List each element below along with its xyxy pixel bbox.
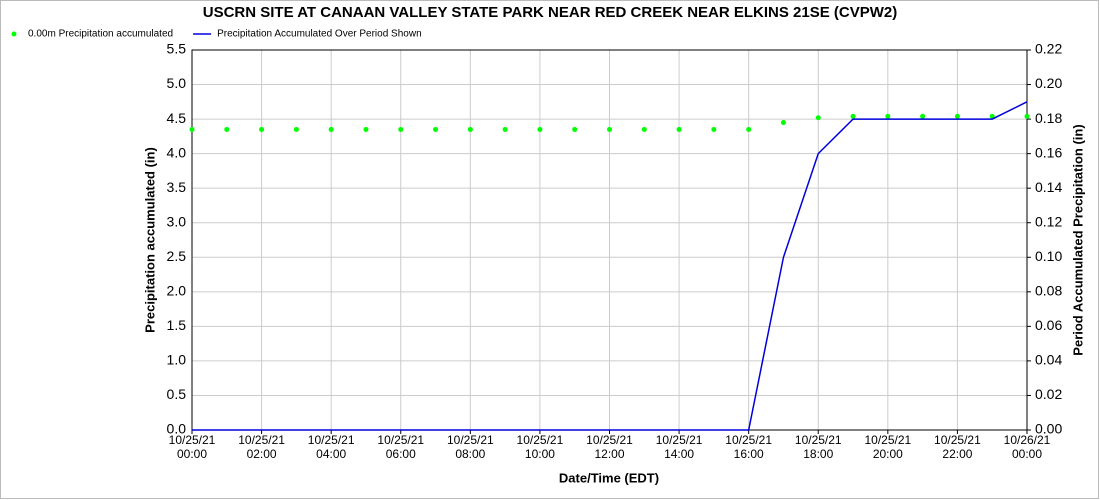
y2-axis-title: Period Accumulated Precipitation (in) bbox=[1070, 124, 1085, 355]
data-point bbox=[920, 113, 926, 119]
data-point bbox=[850, 113, 856, 119]
legend-label: 0.00m Precipitation accumulated bbox=[28, 29, 173, 40]
x-tick-label: 10/25/21 bbox=[169, 433, 216, 447]
x-tick-label: 00:00 bbox=[177, 447, 207, 461]
x-tick-label: 22:00 bbox=[942, 447, 972, 461]
y2-tick-label: 0.00 bbox=[1035, 421, 1062, 437]
data-point bbox=[259, 126, 265, 132]
data-point bbox=[607, 126, 612, 132]
series-line bbox=[192, 101, 1028, 431]
data-point bbox=[746, 126, 752, 132]
y-tick-label: 0.5 bbox=[167, 386, 187, 402]
y2-tick-label: 0.04 bbox=[1035, 352, 1062, 368]
legend-label: Precipitation Accumulated Over Period Sh… bbox=[217, 29, 422, 40]
x-tick-label: 16:00 bbox=[734, 447, 764, 461]
data-point bbox=[467, 126, 473, 132]
data-point bbox=[398, 126, 404, 132]
y-tick-label: 4.5 bbox=[167, 110, 187, 126]
y2-tick-label: 0.08 bbox=[1035, 283, 1062, 299]
x-tick-label: 14:00 bbox=[664, 447, 694, 461]
x-tick-label: 02:00 bbox=[247, 447, 277, 461]
legend-swatch bbox=[11, 31, 17, 37]
data-point bbox=[676, 126, 682, 132]
y-axis-title: Precipitation accumulated (in) bbox=[142, 147, 157, 333]
x-tick-label: 10/25/21 bbox=[586, 433, 633, 447]
y2-tick-label: 0.22 bbox=[1035, 41, 1062, 57]
x-tick-label: 10:00 bbox=[525, 447, 555, 461]
x-tick-label: 04:00 bbox=[316, 447, 346, 461]
x-tick-label: 10/25/21 bbox=[238, 433, 285, 447]
data-point bbox=[363, 126, 369, 132]
data-point bbox=[537, 126, 543, 132]
x-tick-label: 10/25/21 bbox=[725, 433, 772, 447]
x-tick-label: 06:00 bbox=[386, 447, 416, 461]
data-point bbox=[711, 126, 717, 132]
y-tick-label: 3.5 bbox=[167, 179, 187, 195]
y-tick-label: 1.5 bbox=[167, 317, 187, 333]
y2-tick-label: 0.16 bbox=[1035, 144, 1062, 160]
data-point bbox=[780, 120, 786, 126]
y2-tick-label: 0.06 bbox=[1035, 317, 1062, 333]
y-tick-label: 2.5 bbox=[167, 248, 187, 264]
x-tick-label: 10/25/21 bbox=[864, 433, 911, 447]
x-axis-title: Date/Time (EDT) bbox=[559, 470, 659, 485]
x-tick-label: 10/25/21 bbox=[934, 433, 981, 447]
x-tick-label: 20:00 bbox=[873, 447, 903, 461]
x-tick-label: 10/26/21 bbox=[1004, 433, 1051, 447]
x-tick-label: 10/25/21 bbox=[795, 433, 842, 447]
y-tick-label: 0.0 bbox=[167, 421, 187, 437]
x-tick-label: 08:00 bbox=[455, 447, 485, 461]
y2-tick-label: 0.18 bbox=[1035, 110, 1062, 126]
x-tick-label: 10/25/21 bbox=[308, 433, 355, 447]
chart-title: USCRN SITE AT CANAAN VALLEY STATE PARK N… bbox=[203, 4, 898, 21]
y-tick-label: 1.0 bbox=[167, 352, 187, 368]
data-point bbox=[989, 113, 995, 119]
x-tick-label: 10/25/21 bbox=[517, 433, 564, 447]
data-point bbox=[641, 126, 647, 132]
x-tick-label: 10/25/21 bbox=[447, 433, 494, 447]
data-point bbox=[885, 113, 891, 119]
data-point bbox=[954, 113, 960, 119]
y-tick-label: 4.0 bbox=[167, 144, 187, 160]
y-tick-label: 3.0 bbox=[167, 213, 187, 229]
y2-tick-label: 0.20 bbox=[1035, 75, 1062, 91]
x-tick-label: 12:00 bbox=[594, 447, 624, 461]
x-tick-label: 10/25/21 bbox=[377, 433, 424, 447]
y2-tick-label: 0.12 bbox=[1035, 213, 1062, 229]
data-point bbox=[433, 126, 439, 132]
data-point bbox=[328, 126, 334, 132]
x-tick-label: 00:00 bbox=[1012, 447, 1042, 461]
data-point bbox=[572, 126, 578, 132]
x-tick-label: 18:00 bbox=[803, 447, 833, 461]
data-point bbox=[1024, 113, 1030, 119]
y2-tick-label: 0.02 bbox=[1035, 386, 1062, 402]
y-tick-label: 2.0 bbox=[167, 283, 187, 299]
data-point bbox=[224, 126, 230, 132]
x-tick-label: 10/25/21 bbox=[656, 433, 703, 447]
y2-tick-label: 0.14 bbox=[1035, 179, 1062, 195]
data-point bbox=[293, 126, 299, 132]
y-tick-label: 5.5 bbox=[167, 41, 187, 57]
data-point bbox=[815, 115, 821, 121]
data-point bbox=[189, 126, 195, 132]
data-point bbox=[502, 126, 508, 132]
y-tick-label: 5.0 bbox=[167, 75, 187, 91]
y2-tick-label: 0.10 bbox=[1035, 248, 1062, 264]
